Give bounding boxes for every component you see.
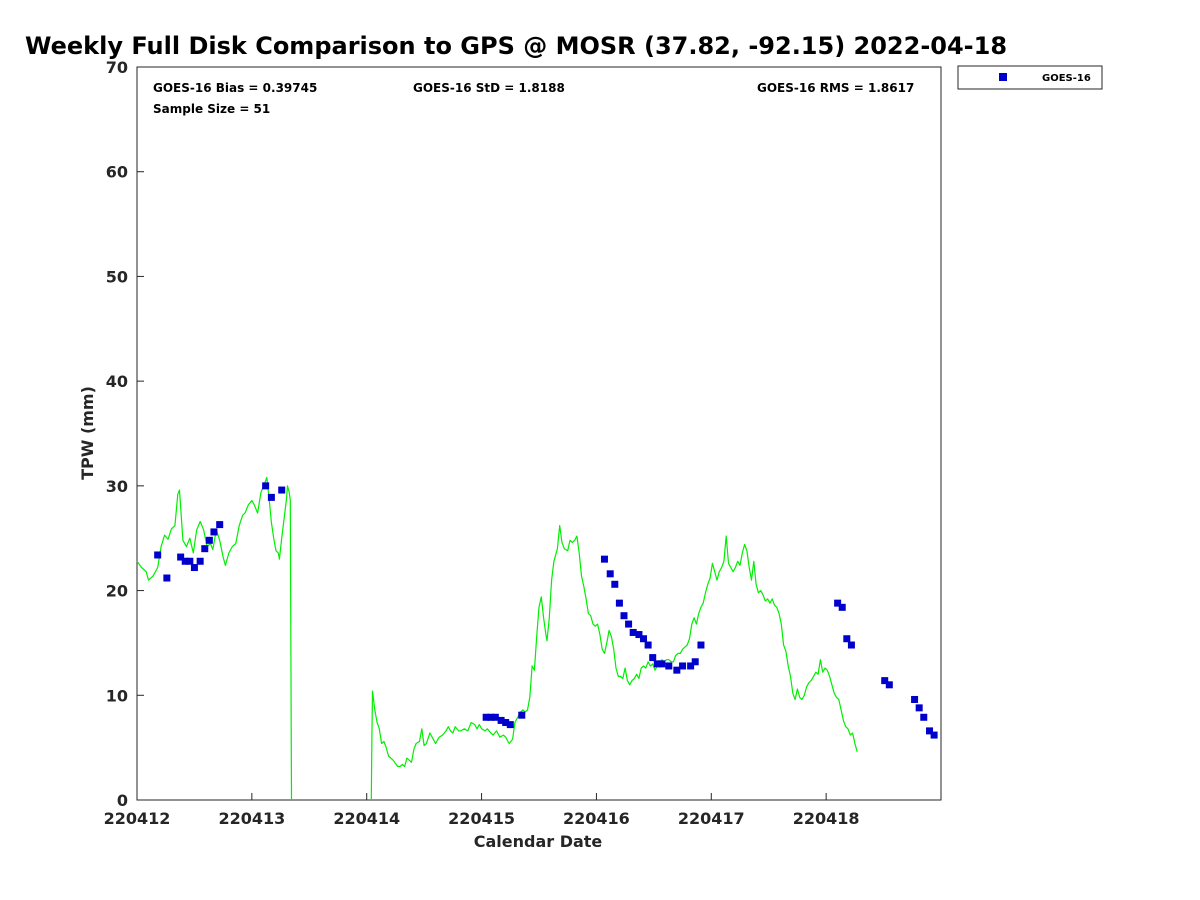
goes16-data-point	[216, 521, 224, 529]
sample-size-stat: Sample Size = 51	[153, 102, 270, 116]
goes16-data-point	[640, 635, 648, 643]
goes16-data-point	[196, 557, 204, 565]
x-tick-label: 220418	[793, 809, 860, 828]
goes16-data-point	[181, 557, 189, 565]
goes16-data-point	[635, 631, 643, 639]
goes16-data-point	[267, 493, 275, 501]
goes16-data-point	[915, 704, 923, 712]
std-stat: GOES-16 StD = 1.8188	[413, 81, 565, 95]
x-axis: 220412 220413 220414 220415 220416 220417 2204…	[104, 793, 860, 828]
goes16-data-point	[205, 536, 213, 544]
rms-stat: GOES-16 RMS = 1.8617	[757, 81, 914, 95]
goes16-data-point	[611, 580, 619, 588]
goes16-data-point	[491, 713, 499, 721]
legend-marker-goes16	[999, 73, 1007, 81]
goes16-data-point	[673, 666, 681, 674]
goes16-data-point	[487, 713, 495, 721]
x-tick-label: 220414	[333, 809, 400, 828]
y-tick-label: 10	[106, 686, 128, 705]
legend-box	[957, 65, 1103, 90]
goes16-data-point	[186, 557, 194, 565]
goes16-data-point	[615, 599, 623, 607]
bias-stat: GOES-16 Bias = 0.39745	[153, 81, 317, 95]
legend-label-goes16: GOES-16	[1042, 73, 1091, 84]
x-tick-label: 220412	[104, 809, 171, 828]
goes16-data-point	[847, 641, 855, 649]
chart-title: Weekly Full Disk Comparison to GPS @ MOS…	[25, 32, 1007, 60]
goes16-data-point	[506, 721, 514, 729]
goes16-data-point	[653, 660, 661, 668]
x-tick-label: 220415	[448, 809, 515, 828]
y-tick-label: 30	[106, 477, 128, 496]
goes16-data-point	[502, 719, 510, 727]
goes16-data-point	[482, 713, 490, 721]
goes16-data-point	[834, 599, 842, 607]
goes16-data-point	[600, 555, 608, 563]
goes16-data-point	[177, 553, 185, 561]
x-tick-label: 220413	[218, 809, 285, 828]
goes16-data-point	[930, 731, 938, 739]
goes16-data-point	[697, 641, 705, 649]
goes16-data-point	[644, 641, 652, 649]
goes16-data-point	[691, 658, 699, 666]
y-tick-label: 0	[117, 791, 128, 810]
y-axis-label: TPW (mm)	[78, 386, 97, 480]
goes16-data-point	[210, 528, 218, 536]
goes16-data-point	[201, 545, 209, 553]
goes16-data-point	[926, 727, 934, 735]
gps-line-layer	[136, 476, 858, 801]
goes-points-layer	[154, 482, 938, 739]
goes16-data-point	[190, 564, 198, 572]
goes16-data-point	[658, 660, 666, 668]
y-tick-label: 50	[106, 267, 128, 286]
y-tick-label: 60	[106, 163, 128, 182]
gps-series-line	[370, 524, 858, 801]
x-tick-label: 220416	[563, 809, 630, 828]
goes16-data-point	[911, 695, 919, 703]
goes16-data-point	[497, 716, 505, 724]
y-tick-label: 40	[106, 372, 128, 391]
axes-frame	[136, 66, 942, 801]
goes16-data-point	[163, 574, 171, 582]
goes16-data-point	[843, 635, 851, 643]
legend: GOES-16	[957, 65, 1103, 90]
goes16-data-point	[625, 620, 633, 628]
goes16-data-point	[154, 551, 162, 559]
goes16-data-point	[838, 603, 846, 611]
goes16-data-point	[679, 662, 687, 670]
x-axis-label: Calendar Date	[474, 832, 603, 851]
goes16-data-point	[620, 612, 628, 620]
goes16-data-point	[687, 662, 695, 670]
y-axis: 0 10 20 30 40 50 60 70	[106, 58, 144, 810]
goes16-data-point	[629, 628, 637, 636]
goes16-data-point	[881, 677, 889, 685]
y-tick-label: 70	[106, 58, 128, 77]
x-tick-label: 220417	[678, 809, 745, 828]
goes16-data-point	[885, 681, 893, 689]
y-tick-label: 20	[106, 582, 128, 601]
goes16-data-point	[920, 713, 928, 721]
goes16-data-point	[649, 654, 657, 662]
goes16-data-point	[518, 711, 526, 719]
plot-area	[136, 66, 942, 801]
goes16-data-point	[262, 482, 270, 490]
gps-series-line	[136, 476, 293, 801]
goes16-data-point	[606, 570, 614, 578]
goes16-data-point	[278, 486, 286, 494]
goes16-data-point	[665, 662, 673, 670]
